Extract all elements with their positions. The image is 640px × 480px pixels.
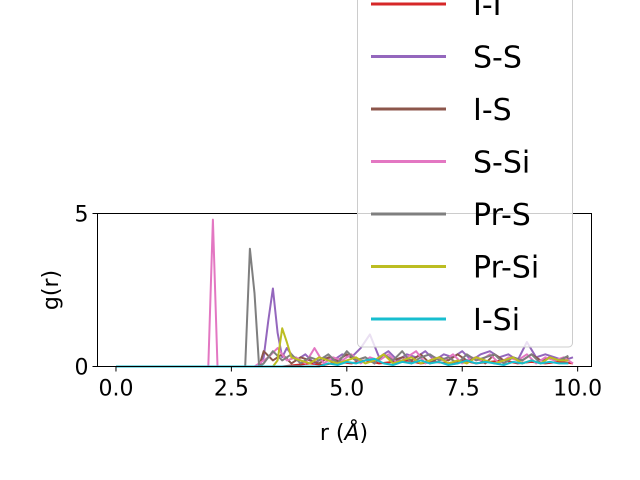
legend-label: S-S xyxy=(473,41,522,76)
series-layer xyxy=(116,218,574,368)
legend-entry: I-Si xyxy=(371,303,520,338)
legend-entry: S-S xyxy=(371,41,522,76)
legend-label: I-S xyxy=(473,93,512,128)
x-axis-title-main: r ( xyxy=(320,421,345,446)
x-tick-label: 7.5 xyxy=(445,377,480,402)
legend-entry: I-S xyxy=(371,93,512,128)
plot-area xyxy=(97,213,592,368)
x-axis-title: r (Å) xyxy=(320,419,368,446)
legend-entries: I-I S-S I-S S-Si Pr-S Pr-Si I-Si xyxy=(371,0,539,338)
legend-label: Pr-S xyxy=(473,198,531,233)
x-tick-label: 0.0 xyxy=(98,377,133,402)
y-axis-ticks: 05 xyxy=(75,203,98,381)
legend-entry: S-Si xyxy=(371,146,530,181)
legend-entry: I-I xyxy=(371,0,502,23)
y-tick-label: 0 xyxy=(75,356,89,381)
legend-frame xyxy=(357,0,573,348)
legend: I-I S-S I-S S-Si Pr-S Pr-Si I-Si xyxy=(357,0,573,348)
x-axis-title-unit: Å xyxy=(342,419,359,446)
legend-entry: Pr-S xyxy=(371,198,531,233)
series-line-pr-si xyxy=(116,327,569,368)
x-axis-ticks: 0.0 2.5 5.0 7.5 10.0 xyxy=(98,366,602,402)
x-tick-label: 5.0 xyxy=(329,377,364,402)
x-tick-label: 2.5 xyxy=(214,377,249,402)
legend-label: I-I xyxy=(473,0,502,23)
x-tick-label: 10.0 xyxy=(553,377,602,402)
axes-frame xyxy=(97,213,592,367)
series-line-i-si xyxy=(116,357,569,368)
legend-entry: Pr-Si xyxy=(371,251,539,286)
legend-label: Pr-Si xyxy=(473,251,539,286)
legend-label: S-Si xyxy=(473,146,530,181)
x-axis-title-close: ) xyxy=(360,421,369,446)
legend-label: I-Si xyxy=(473,303,520,338)
y-axis-title: g(r) xyxy=(39,270,64,310)
y-tick-label: 5 xyxy=(75,203,89,228)
